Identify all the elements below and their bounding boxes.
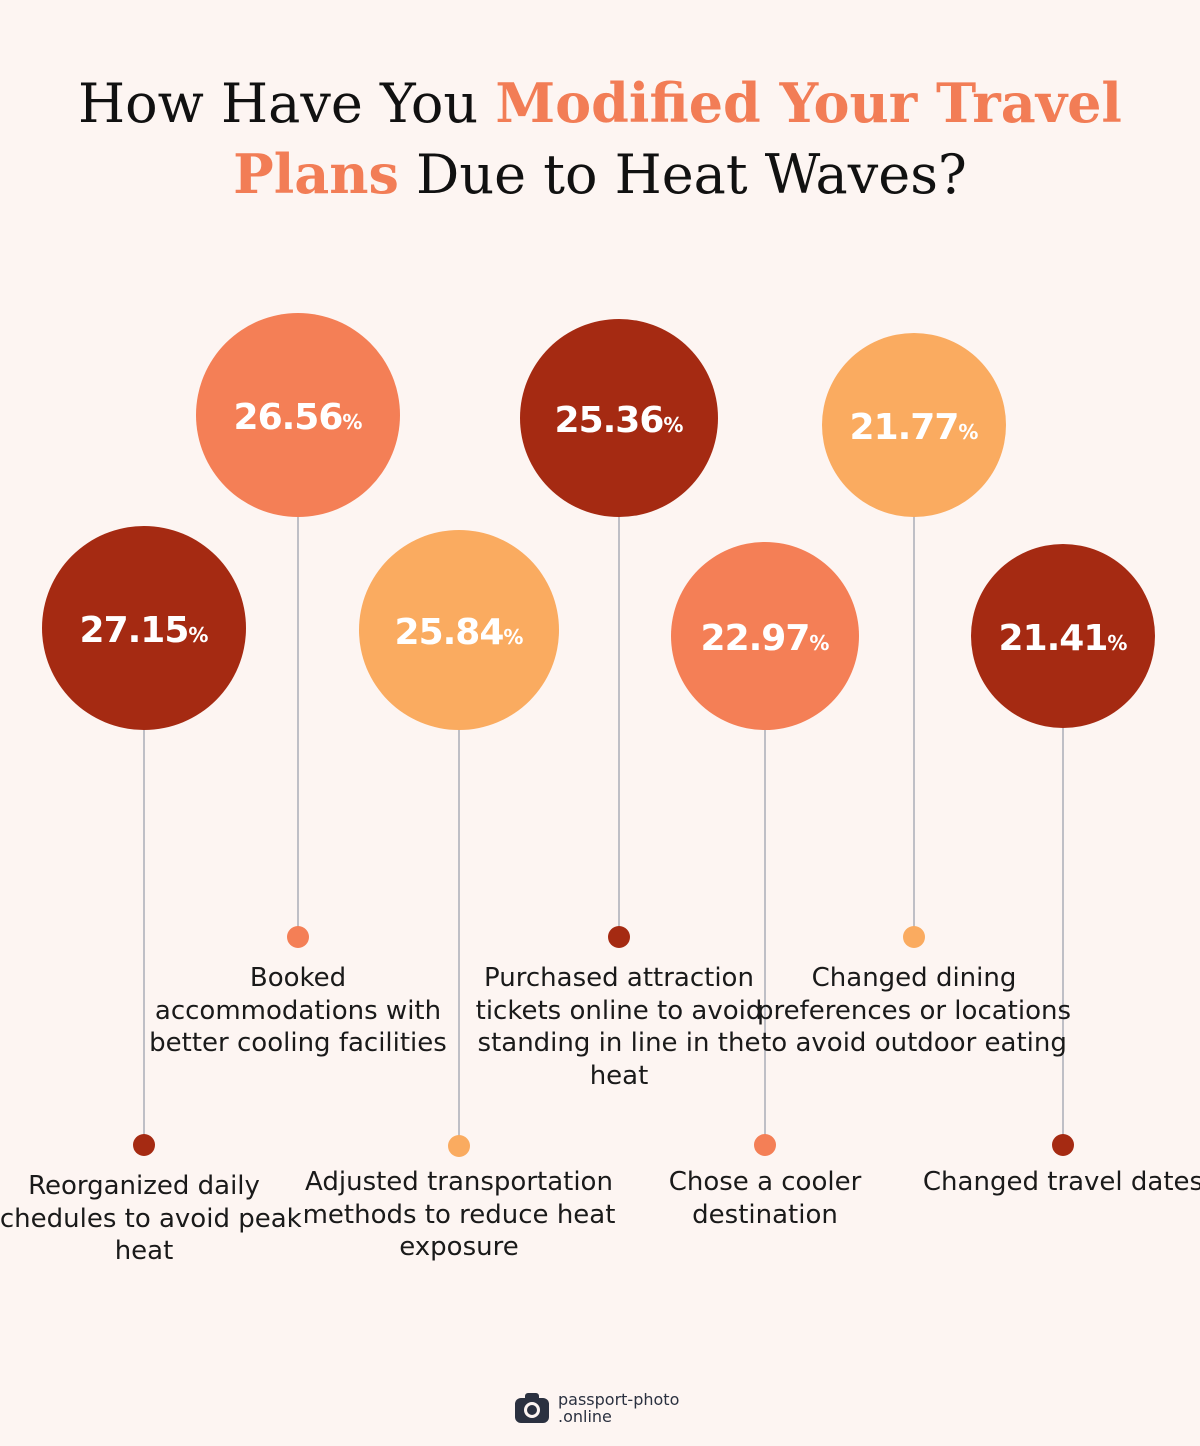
- category-label-1: Reorganized daily schedules to avoid pea…: [0, 1171, 302, 1266]
- value-label-1: 27.15%: [80, 610, 209, 651]
- bubble-1: [42, 526, 246, 730]
- stem-dot-3: [448, 1135, 470, 1157]
- brand-logo: passport-photo .online: [512, 1386, 679, 1430]
- bubble-4: [520, 319, 718, 517]
- chart-title: How Have You Modified Your Travel Plans D…: [0, 68, 1200, 210]
- stem-dot-4: [608, 926, 630, 948]
- stem-dot-2: [287, 926, 309, 948]
- value-label-7: 21.41%: [999, 618, 1128, 659]
- bubble-3: [359, 530, 559, 730]
- category-label-3: Adjusted transportation methods to reduc…: [302, 1167, 616, 1262]
- value-label-6: 21.77%: [850, 407, 979, 448]
- title-part-2: Due to Heat Waves?: [398, 143, 967, 206]
- bubble-7: [971, 544, 1155, 728]
- category-label-6: Changed dining preferences or locations …: [756, 963, 1072, 1058]
- category-label-4: Purchased attraction tickets online to a…: [475, 963, 763, 1091]
- bubble-5: [671, 542, 859, 730]
- category-label-7: Changed travel dates: [922, 1167, 1200, 1197]
- stem-dot-1: [133, 1134, 155, 1156]
- title-highlight-2: Plans: [233, 142, 399, 206]
- value-label-2: 26.56%: [234, 397, 363, 438]
- title-highlight-1: Modified Your Travel: [495, 71, 1122, 135]
- value-label-3: 25.84%: [395, 612, 524, 653]
- logo-line-2: .online: [558, 1407, 612, 1426]
- logo-line-1: passport-photo: [558, 1390, 680, 1409]
- title-part-1: How Have You: [78, 72, 496, 135]
- category-label-2: Booked accommodations with better coolin…: [149, 963, 447, 1058]
- value-label-5: 22.97%: [701, 618, 830, 659]
- stem-dot-7: [1052, 1134, 1074, 1156]
- value-label-4: 25.36%: [555, 400, 684, 441]
- bubble-6: [822, 333, 1006, 517]
- camera-icon: [515, 1393, 549, 1423]
- bubble-2: [196, 313, 400, 517]
- stem-dot-6: [903, 926, 925, 948]
- stem-dot-5: [754, 1134, 776, 1156]
- category-label-5: Chose a cooler destination: [668, 1167, 862, 1230]
